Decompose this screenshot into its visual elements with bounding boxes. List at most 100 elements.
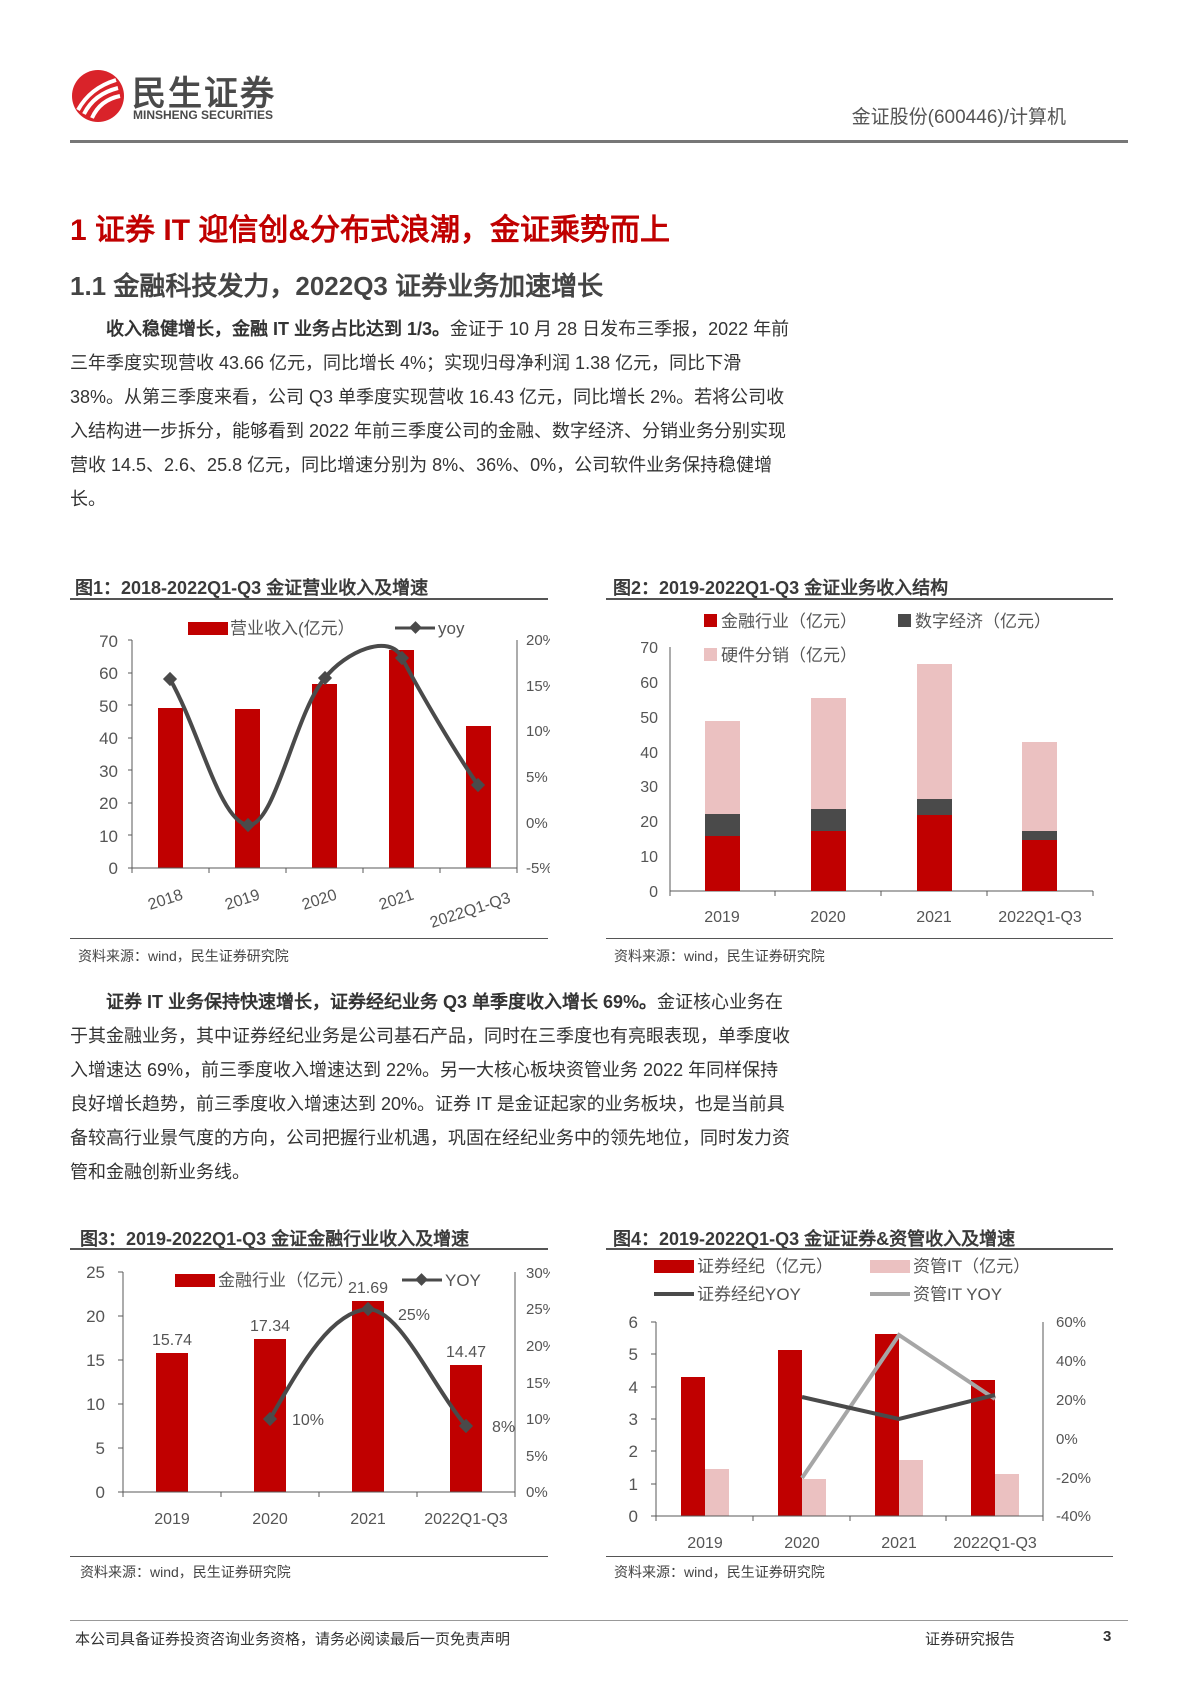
svg-text:2020: 2020 [300,887,339,914]
svg-text:20: 20 [640,814,658,831]
footer-disclaimer: 本公司具备证券投资咨询业务资格，请务必阅读最后一页免责声明 [75,1631,511,1648]
svg-text:2020: 2020 [810,909,846,926]
svg-text:6: 6 [629,1313,638,1332]
figure-3-chart: 金融行业（亿元） YOY 0 5 10 15 20 25 0% 5% 10% 15% 20% 2… [86,1263,550,1528]
svg-text:20: 20 [86,1307,105,1326]
svg-text:资管IT（亿元）: 资管IT（亿元） [913,1257,1030,1276]
svg-text:21.69: 21.69 [348,1280,388,1297]
section-heading: 1 证券 IT 迎信创&分布式浪潮，金证乘势而上 [70,214,671,247]
svg-text:5: 5 [629,1345,638,1364]
svg-text:70: 70 [99,632,118,651]
figure-4-title: 图4：2019-2022Q1-Q3 金证证券&资管收入及增速 [613,1229,1016,1249]
svg-text:60: 60 [99,664,118,683]
figure-1-title: 图1：2018-2022Q1-Q3 金证营业收入及增速 [75,578,429,598]
svg-text:2021: 2021 [350,1511,386,1528]
svg-text:2018: 2018 [146,887,185,914]
svg-text:10%: 10% [292,1412,324,1429]
svg-text:15: 15 [86,1351,105,1370]
svg-text:资管IT YOY: 资管IT YOY [913,1285,1002,1304]
figure-2-top-rule [606,598,1113,600]
paragraph-2: 证券 IT 业务保持快速增长，证券经纪业务 Q3 单季度收入增长 69%。金证核… [70,985,790,1189]
svg-text:50: 50 [99,697,118,716]
svg-text:金融行业（亿元）: 金融行业（亿元） [218,1271,354,1290]
footer-divider [70,1620,1128,1621]
svg-text:40%: 40% [1056,1353,1086,1370]
figure-3-source: 资料来源：wind，民生证券研究院 [80,1564,291,1580]
svg-text:证券经纪YOY: 证券经纪YOY [697,1285,801,1304]
svg-text:2020: 2020 [784,1535,820,1552]
svg-text:-40%: -40% [1056,1508,1091,1525]
svg-text:30: 30 [99,762,118,781]
svg-text:2019: 2019 [687,1535,723,1552]
svg-text:2021: 2021 [916,909,952,926]
svg-text:0: 0 [96,1483,105,1502]
svg-text:2022Q1-Q3: 2022Q1-Q3 [424,1511,508,1528]
paragraph-2-lead: 证券 IT 业务保持快速增长，证券经纪业务 Q3 单季度收入增长 69%。 [106,992,658,1012]
svg-text:5: 5 [96,1439,105,1458]
svg-text:60: 60 [640,675,658,692]
paragraph-1: 收入稳健增长，金融 IT 业务占比达到 1/3。金证于 10 月 28 日发布三… [70,312,790,516]
paragraph-1-body: 金证于 10 月 28 日发布三季报，2022 年前三年季度实现营收 43.66… [70,319,790,509]
svg-text:50: 50 [640,710,658,727]
header-divider [70,140,1128,143]
svg-text:2019: 2019 [704,909,740,926]
svg-text:25: 25 [86,1263,105,1282]
brand-name-cn: 民生证券 [132,75,276,113]
svg-text:0: 0 [649,884,658,901]
figure-2-source: 资料来源：wind，民生证券研究院 [614,948,825,964]
svg-text:2019: 2019 [223,887,262,914]
svg-text:0%: 0% [1056,1431,1078,1448]
figure-4-bottom-rule [606,1556,1113,1557]
brand-logo-icon [72,70,124,122]
svg-text:20%: 20% [526,632,550,649]
svg-text:30: 30 [640,779,658,796]
svg-text:40: 40 [640,745,658,762]
svg-text:25%: 25% [526,1301,550,1318]
svg-text:20%: 20% [526,1338,550,1355]
svg-text:14.47: 14.47 [446,1344,486,1361]
svg-text:5%: 5% [526,769,548,786]
svg-text:20%: 20% [1056,1392,1086,1409]
figure-3-title: 图3：2019-2022Q1-Q3 金证金融行业收入及增速 [80,1229,470,1249]
figure-1-chart: 营业收入(亿元） yoy 0 10 20 30 40 50 60 70 -5% 0% 5% 1… [99,619,550,932]
svg-text:2020: 2020 [252,1511,288,1528]
svg-text:0: 0 [629,1507,638,1526]
svg-text:2022Q1-Q3: 2022Q1-Q3 [998,909,1082,926]
svg-text:40: 40 [99,729,118,748]
paragraph-1-lead: 收入稳健增长，金融 IT 业务占比达到 1/3。 [106,319,451,339]
figure-1-source: 资料来源：wind，民生证券研究院 [78,948,289,964]
svg-text:金融行业（亿元）: 金融行业（亿元） [721,612,857,631]
svg-text:营业收入(亿元）: 营业收入(亿元） [230,619,355,638]
paragraph-2-body: 金证核心业务在于其金融业务，其中证券经纪业务是公司基石产品，同时在三季度也有亮眼… [70,992,790,1182]
subsection-heading: 1.1 金融科技发力，2022Q3 证券业务加速增长 [70,271,604,301]
svg-text:3: 3 [629,1410,638,1429]
figure-1-bottom-rule [70,938,548,939]
svg-text:2022Q1-Q3: 2022Q1-Q3 [953,1535,1037,1552]
svg-text:25%: 25% [398,1307,430,1324]
svg-text:硬件分销（亿元）: 硬件分销（亿元） [721,646,857,665]
svg-text:-5%: -5% [526,860,550,877]
svg-text:15%: 15% [526,1375,550,1392]
svg-text:2021: 2021 [881,1535,917,1552]
report-subject: 金证股份(600446)/计算机 [851,107,1066,128]
figure-3-bottom-rule [70,1556,548,1557]
svg-text:70: 70 [640,640,658,657]
figure-2-bottom-rule [606,938,1113,939]
svg-text:10: 10 [99,827,118,846]
figure-4-top-rule [606,1248,1113,1250]
figure-2-title: 图2：2019-2022Q1-Q3 金证业务收入结构 [613,578,949,598]
svg-text:2: 2 [629,1442,638,1461]
brand-name-en: MINSHENG SECURITIES [133,108,274,122]
svg-text:15.74: 15.74 [152,1332,192,1349]
svg-text:YOY: YOY [445,1271,481,1290]
svg-text:证券经纪（亿元）: 证券经纪（亿元） [697,1257,833,1276]
svg-text:10: 10 [86,1395,105,1414]
figure-4-source: 资料来源：wind，民生证券研究院 [614,1564,825,1580]
svg-text:4: 4 [629,1378,638,1397]
svg-text:60%: 60% [1056,1314,1086,1331]
svg-text:数字经济（亿元）: 数字经济（亿元） [915,612,1051,631]
figure-4-chart: 证券经纪（亿元） 资管IT（亿元） 证券经纪YOY 资管IT YOY 0 1 2 3… [629,1257,1092,1552]
svg-text:0%: 0% [526,815,548,832]
svg-text:2022Q1-Q3: 2022Q1-Q3 [428,890,513,932]
svg-text:8%: 8% [492,1419,515,1436]
